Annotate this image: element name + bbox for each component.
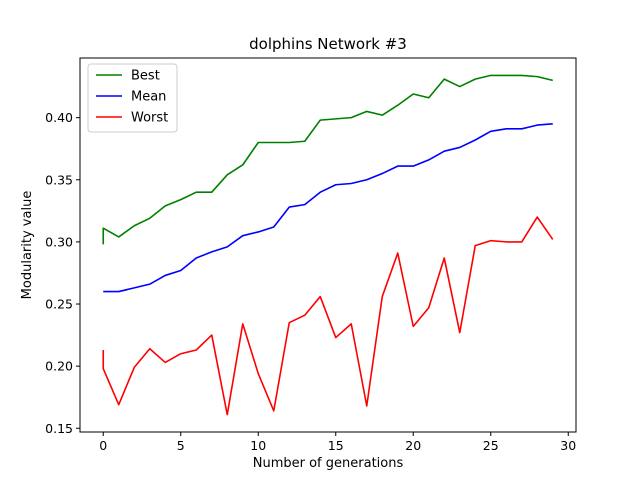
plot-frame [79,57,577,433]
series-line-worst [102,216,554,416]
x-tick-label: 5 [177,438,185,453]
x-tick-label: 15 [328,438,344,453]
legend-label: Mean [131,90,166,105]
y-tick-label: 0.30 [45,234,73,249]
y-tick-label: 0.15 [45,421,73,436]
x-tick-label: 10 [250,438,266,453]
chart-title: dolphins Network #3 [249,35,407,53]
y-axis-title: Modularity value [20,191,35,300]
x-tick-label: 25 [483,438,499,453]
y-tick-label: 0.35 [45,172,73,187]
legend-box [87,63,178,133]
x-tick-label: 30 [560,438,576,453]
x-axis: 0 5 10 15 20 25 30 [99,432,576,453]
x-axis-title: Number of generations [253,456,404,471]
series-line-best [102,74,553,245]
legend-label: Worst [131,111,168,126]
legend: Best Mean Worst [87,63,178,133]
x-tick-label: 20 [405,438,421,453]
y-tick-label: 0.20 [45,359,73,374]
y-tick-label: 0.40 [45,110,73,125]
legend-label: Best [131,69,160,84]
y-tick-label: 0.25 [45,297,73,312]
y-axis: 0.15 0.20 0.25 0.30 0.35 0.40 [45,110,80,436]
series-line-mean [103,123,553,293]
series-layer [102,74,554,416]
x-tick-label: 0 [99,438,107,453]
